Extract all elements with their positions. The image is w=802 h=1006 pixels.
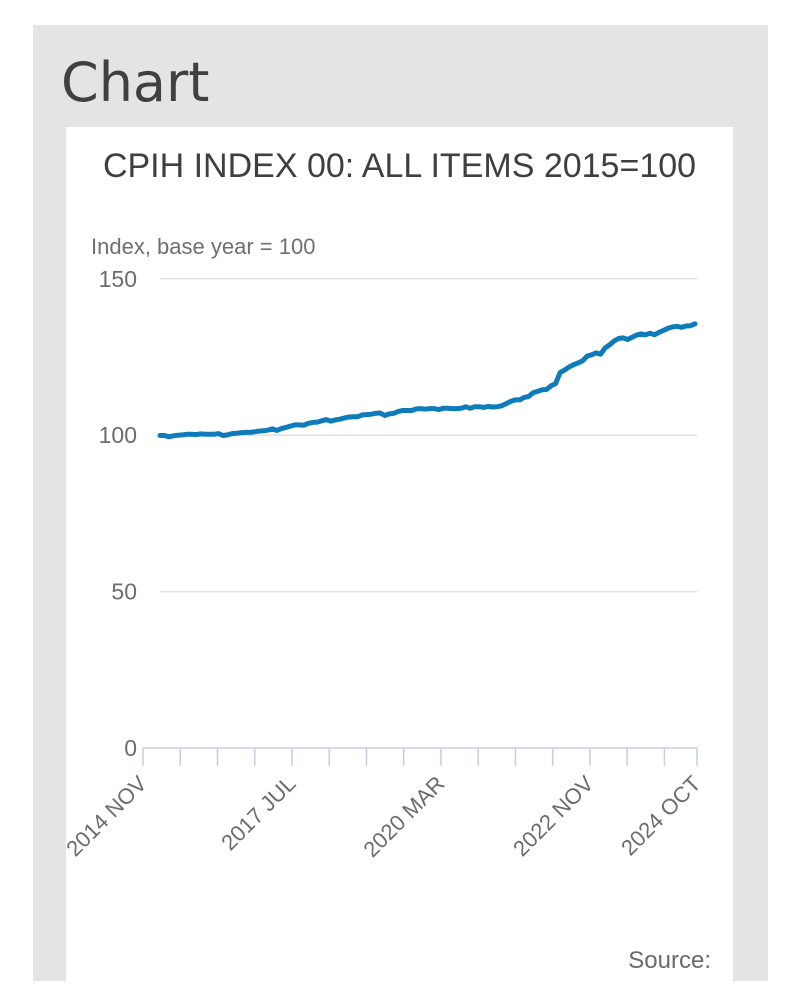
- chart-card: CPIH INDEX 00: ALL ITEMS 2015=100 Index,…: [66, 127, 733, 1006]
- panel-heading: Chart: [61, 51, 210, 114]
- x-tick-label: 2020 MAR: [358, 771, 449, 862]
- x-tick-label: 2024 OCT: [616, 771, 705, 860]
- x-tick-label: 2017 JUL: [216, 771, 300, 855]
- y-tick-label: 150: [99, 266, 137, 292]
- series-line-cpih: [157, 321, 698, 440]
- source-label: Source:: [628, 947, 711, 974]
- chart-title: CPIH INDEX 00: ALL ITEMS 2015=100: [66, 143, 733, 190]
- x-tick-label: 2022 NOV: [508, 771, 599, 862]
- x-tick-label: 2014 NOV: [66, 771, 152, 862]
- chart-panel: Chart CPIH INDEX 00: ALL ITEMS 2015=100 …: [33, 25, 768, 1006]
- y-tick-label: 0: [124, 735, 137, 761]
- plot-svg: 0 50 100 150 2014 NOV 2017 JUL 2020 MAR 2022 NO…: [66, 266, 706, 862]
- chart-subtitle: Index, base year = 100: [91, 234, 316, 259]
- chart-title-text: CPIH INDEX 00: ALL ITEMS 2015=100: [102, 147, 697, 185]
- y-tick-label: 100: [99, 422, 137, 448]
- y-tick-label: 50: [111, 579, 137, 605]
